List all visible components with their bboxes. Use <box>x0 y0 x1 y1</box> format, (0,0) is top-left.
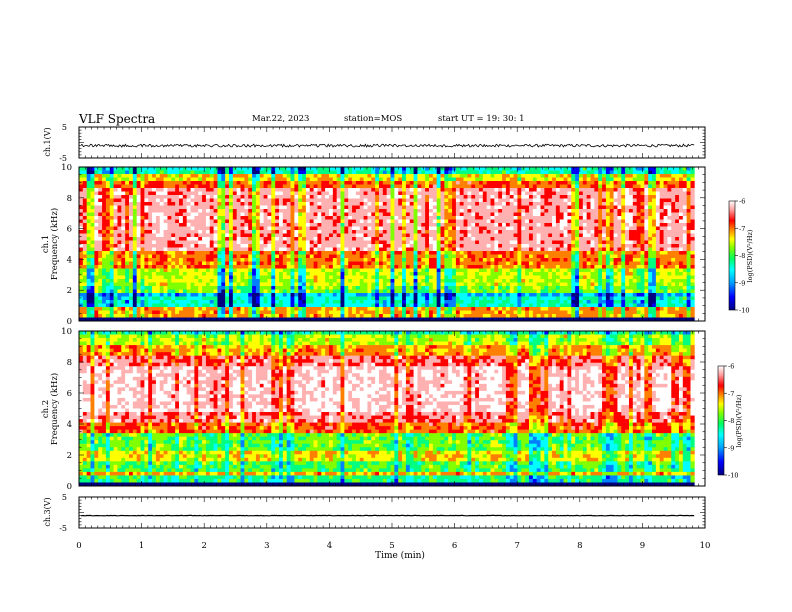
ch1-ytick-bottom: -5 <box>59 154 67 163</box>
frequency-tick-label: 2 <box>67 451 72 461</box>
colorbar-tick-label: -9 <box>728 444 734 452</box>
frequency-tick-label: 6 <box>67 225 72 235</box>
frequency-tick-label: 0 <box>67 482 72 492</box>
ch3-ytick-bottom: -5 <box>59 524 67 533</box>
ch1-colorbar <box>728 200 736 311</box>
frequency-tick-label: 8 <box>67 358 72 368</box>
ch1-ytick-top: 5 <box>62 123 67 132</box>
colorbar-tick-label: -6 <box>728 363 734 371</box>
start-time-label: start UT = 19: 30: 1 <box>438 114 525 124</box>
colorbar-tick-label: -8 <box>739 252 745 260</box>
colorbar-tick-label: -10 <box>728 472 738 480</box>
station-label: station=MOS <box>344 114 403 124</box>
ch1-frequency-label: Frequency (kHz) <box>49 208 60 280</box>
time-tick-label: 7 <box>514 541 519 551</box>
frequency-tick-label: 4 <box>67 420 72 430</box>
colorbar-tick-label: -10 <box>739 307 749 315</box>
colorbar-tick-label: -9 <box>739 279 745 287</box>
ch2-spectrogram-panel: 0 2 4 6 8 10 ch.2 Frequency (kHz) -6 -7 -8 -9 -10… <box>41 327 743 492</box>
ch3-waveform-panel: 5 -5 ch.3(V) <box>43 493 706 533</box>
colorbar-tick-label: -8 <box>728 417 734 425</box>
frequency-tick-label: 8 <box>67 194 72 204</box>
time-tick-label: 0 <box>76 541 81 551</box>
colorbar-tick-label: -6 <box>739 198 745 206</box>
time-axis-label: Time (min) <box>375 550 425 561</box>
date-label: Mar.22, 2023 <box>252 114 310 124</box>
ch1-waveform-line <box>80 143 695 148</box>
frequency-tick-label: 4 <box>67 255 72 265</box>
time-tick-label: 3 <box>264 541 269 551</box>
ch1-channel-label: ch.1 <box>41 235 51 253</box>
frequency-tick-label: 6 <box>67 389 72 399</box>
frequency-tick-label: 10 <box>61 327 72 337</box>
ch2-colorbar-label: log(PSD)(V²/Hz) <box>735 394 743 447</box>
frequency-tick-label: 0 <box>67 317 72 327</box>
ch2-colorbar <box>717 365 725 476</box>
time-tick-label: 1 <box>139 541 144 551</box>
ch1-colorbar-label: log(PSD)(V²/Hz) <box>746 229 754 282</box>
ch2-spectrogram <box>79 331 695 487</box>
time-axis: 0 1 2 3 4 5 6 7 8 9 10 <box>76 126 711 551</box>
time-tick-label: 2 <box>201 541 206 551</box>
ch3-ytick-top: 5 <box>62 493 67 502</box>
ch1-waveform-ylabel: ch.1(V) <box>43 127 52 156</box>
ch1-spectrogram <box>79 167 695 322</box>
ch2-frequency-label: Frequency (kHz) <box>49 373 60 445</box>
frequency-tick-label: 10 <box>61 163 72 173</box>
time-tick-label: 4 <box>327 541 332 551</box>
figure-title: VLF Spectra <box>79 112 156 126</box>
time-tick-label: 8 <box>577 541 582 551</box>
time-tick-label: 9 <box>640 541 645 551</box>
ch2-channel-label: ch.2 <box>41 400 51 418</box>
ch1-waveform-panel: 5 -5 ch.1(V) <box>43 123 706 163</box>
time-tick-label: 5 <box>389 541 394 551</box>
ch3-waveform-ylabel: ch.3(V) <box>43 497 52 526</box>
frequency-tick-label: 2 <box>67 286 72 296</box>
time-tick-label: 10 <box>700 541 711 551</box>
time-tick-label: 6 <box>452 541 457 551</box>
colorbar-tick-label: -7 <box>728 390 734 398</box>
colorbar-tick-label: -7 <box>739 225 745 233</box>
ch1-spectrogram-panel: 0 2 4 6 8 10 ch.1 Frequency (kHz) -6 -7 -8 -9 -10… <box>41 163 754 327</box>
